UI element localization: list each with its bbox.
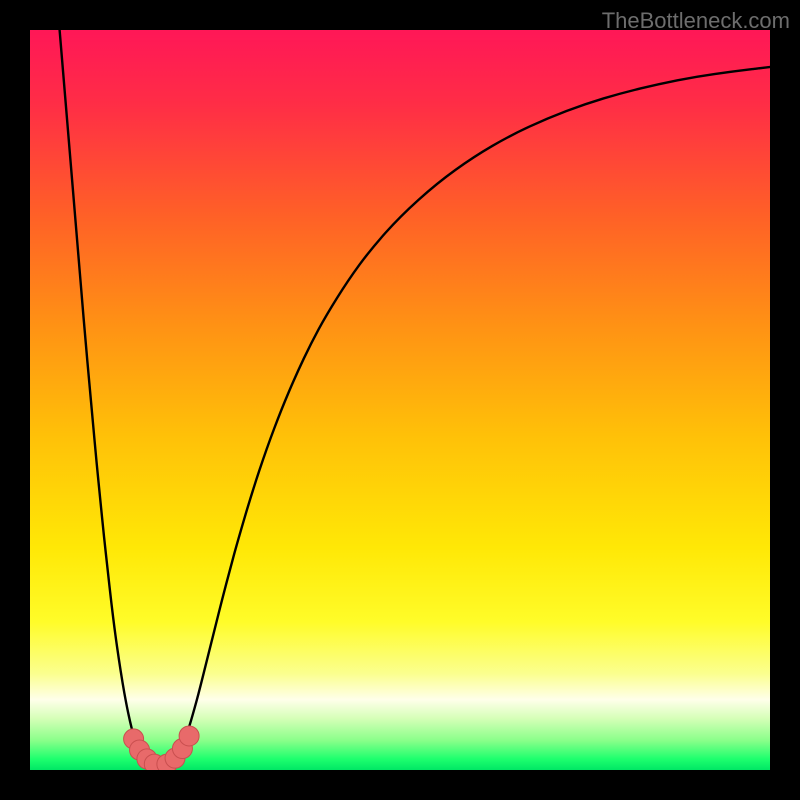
watermark-text: TheBottleneck.com bbox=[602, 8, 790, 34]
gradient-background bbox=[30, 30, 770, 770]
plot-area bbox=[30, 30, 770, 770]
figure-frame: TheBottleneck.com bbox=[0, 0, 800, 800]
